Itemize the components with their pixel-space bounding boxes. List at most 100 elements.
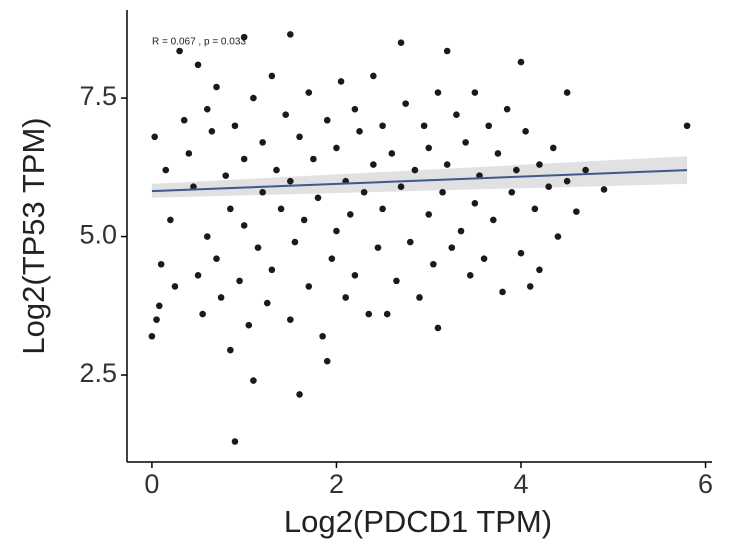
point	[503, 105, 511, 113]
point	[227, 346, 234, 354]
point	[457, 227, 465, 235]
point	[155, 302, 163, 310]
point	[277, 205, 285, 213]
point	[490, 216, 497, 224]
point	[517, 58, 525, 66]
point	[365, 310, 373, 318]
point	[162, 166, 170, 174]
point	[517, 249, 525, 257]
point	[393, 277, 400, 285]
point	[351, 105, 359, 113]
point	[227, 205, 234, 213]
point	[374, 244, 382, 251]
regression-line	[151, 169, 688, 193]
point	[480, 255, 488, 263]
point	[346, 211, 354, 218]
point	[337, 78, 345, 85]
point	[259, 139, 266, 146]
point	[157, 260, 165, 268]
point	[185, 150, 193, 157]
point	[356, 128, 363, 135]
point	[194, 272, 202, 279]
annotation: R = 0.067 , p = 0.033	[152, 37, 246, 48]
confidence-band	[151, 156, 688, 198]
point	[240, 222, 248, 229]
point	[494, 150, 502, 157]
point	[600, 186, 608, 193]
point	[148, 332, 156, 340]
y-tick-label: 5.0	[79, 220, 117, 250]
point	[180, 116, 188, 124]
point	[208, 128, 216, 135]
point	[563, 177, 571, 185]
point	[434, 89, 442, 96]
point	[549, 144, 557, 152]
point	[379, 122, 386, 130]
point	[508, 188, 516, 196]
point	[420, 122, 428, 130]
point	[167, 216, 174, 224]
point	[287, 177, 294, 185]
point	[443, 161, 451, 168]
point	[554, 233, 562, 240]
point	[388, 150, 396, 157]
point	[430, 260, 437, 268]
point	[203, 233, 211, 240]
point	[383, 310, 391, 318]
y-tick-label: 7.5	[79, 81, 117, 111]
point	[273, 166, 280, 174]
point	[199, 310, 206, 318]
point	[416, 294, 423, 301]
point	[360, 188, 368, 196]
point	[397, 39, 405, 46]
point	[153, 316, 160, 323]
point	[190, 183, 197, 191]
x-tick-label: 0	[144, 469, 159, 499]
point	[282, 111, 290, 118]
x-tick-label: 4	[513, 469, 528, 499]
y-tick-label: 2.5	[79, 358, 117, 388]
y-axis-title: Log2(TP53 TPM)	[16, 117, 51, 354]
point	[333, 144, 340, 152]
point	[250, 377, 257, 384]
point	[342, 294, 349, 301]
point	[217, 294, 225, 301]
point	[397, 183, 405, 191]
point	[563, 89, 571, 96]
point	[683, 122, 691, 130]
point	[545, 183, 552, 191]
point	[333, 227, 340, 235]
point	[287, 316, 294, 323]
point	[462, 139, 469, 146]
point	[411, 166, 419, 174]
point	[240, 33, 248, 41]
point	[319, 332, 326, 340]
point	[305, 283, 313, 290]
point	[245, 321, 253, 329]
point	[522, 128, 529, 135]
point	[485, 122, 493, 130]
point	[171, 283, 179, 290]
point	[425, 144, 433, 152]
point	[268, 266, 276, 274]
point	[263, 299, 271, 307]
point	[448, 244, 456, 251]
point	[379, 205, 386, 213]
point	[425, 211, 433, 218]
point	[328, 255, 336, 263]
point	[513, 166, 520, 174]
point	[406, 238, 414, 246]
point	[536, 161, 543, 168]
point	[573, 208, 580, 215]
point	[402, 100, 409, 107]
point	[259, 188, 266, 196]
point	[296, 133, 303, 141]
x-tick-label: 6	[698, 469, 713, 499]
point	[582, 166, 589, 174]
point	[439, 188, 446, 196]
point	[443, 47, 451, 55]
point	[536, 266, 543, 274]
point	[213, 83, 220, 91]
point	[434, 324, 442, 332]
